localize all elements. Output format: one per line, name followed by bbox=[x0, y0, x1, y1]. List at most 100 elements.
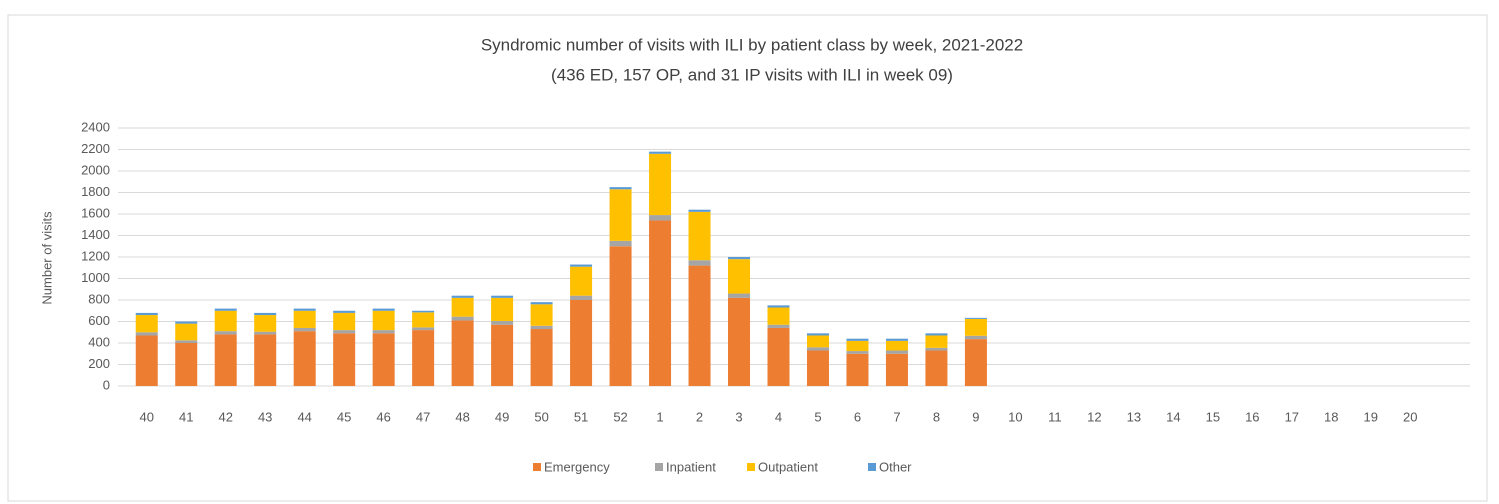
bar-segment bbox=[254, 334, 277, 386]
bar-segment bbox=[135, 335, 158, 386]
bar-segment bbox=[846, 340, 869, 352]
bar-segment bbox=[925, 333, 948, 336]
bar-segment bbox=[333, 310, 356, 313]
x-tick-label: 2 bbox=[696, 409, 703, 424]
y-tick-label: 0 bbox=[103, 377, 110, 392]
bar-segment bbox=[530, 325, 553, 330]
bar-segment bbox=[570, 300, 593, 386]
legend-swatch bbox=[533, 463, 541, 471]
bar-segment bbox=[728, 259, 751, 294]
bar-segment bbox=[964, 339, 987, 386]
legend-label: Outpatient bbox=[758, 459, 818, 474]
bar-segment bbox=[214, 310, 237, 332]
x-tick-label: 51 bbox=[574, 409, 588, 424]
y-axis-label: Number of visits bbox=[39, 211, 54, 305]
bar-segment bbox=[649, 153, 672, 216]
bar-segment bbox=[491, 320, 514, 325]
x-tick-label: 14 bbox=[1166, 409, 1180, 424]
bar-segment bbox=[293, 308, 316, 311]
x-tick-label: 7 bbox=[893, 409, 900, 424]
bar-segment bbox=[609, 240, 632, 247]
x-tick-label: 1 bbox=[656, 409, 663, 424]
bar-segment bbox=[728, 257, 751, 260]
x-tick-label: 41 bbox=[179, 409, 193, 424]
bar-segment bbox=[885, 338, 908, 341]
bar-segment bbox=[530, 329, 553, 386]
legend-label: Other bbox=[879, 459, 912, 474]
legend-swatch bbox=[655, 463, 663, 471]
x-tick-label: 17 bbox=[1285, 409, 1299, 424]
bar-segment bbox=[925, 350, 948, 386]
chart-subtitle: (436 ED, 157 OP, and 31 IP visits with I… bbox=[551, 65, 953, 84]
y-tick-label: 1600 bbox=[81, 205, 110, 220]
bar-segment bbox=[451, 297, 474, 317]
x-tick-label: 15 bbox=[1206, 409, 1220, 424]
bar-segment bbox=[293, 327, 316, 332]
x-tick-label: 16 bbox=[1245, 409, 1259, 424]
bar-segment bbox=[767, 307, 790, 325]
bar-segment bbox=[570, 264, 593, 267]
bar-segment bbox=[570, 266, 593, 296]
bar-segment bbox=[135, 315, 158, 333]
bar-segment bbox=[609, 187, 632, 190]
chart-title: Syndromic number of visits with ILI by p… bbox=[481, 35, 1023, 54]
x-tick-label: 52 bbox=[613, 409, 627, 424]
legend-label: Emergency bbox=[544, 459, 610, 474]
bar-segment bbox=[806, 350, 829, 386]
x-tick-label: 50 bbox=[534, 409, 548, 424]
bar-segment bbox=[175, 321, 198, 324]
bar-segment bbox=[688, 265, 711, 386]
y-tick-label: 1400 bbox=[81, 227, 110, 242]
bar-segment bbox=[412, 310, 435, 313]
y-tick-label: 600 bbox=[88, 313, 110, 328]
x-tick-label: 4 bbox=[775, 409, 782, 424]
bar-segment bbox=[412, 330, 435, 386]
bar-segment bbox=[451, 320, 474, 386]
legend-swatch bbox=[868, 463, 876, 471]
bar-segment bbox=[175, 340, 198, 343]
legend-label: Inpatient bbox=[666, 459, 716, 474]
bar-segment bbox=[135, 312, 158, 316]
bar-segment bbox=[333, 333, 356, 386]
bar-segment bbox=[846, 353, 869, 386]
legend-swatch bbox=[747, 463, 755, 471]
x-tick-label: 48 bbox=[455, 409, 469, 424]
bar-segment bbox=[925, 347, 948, 351]
x-tick-label: 18 bbox=[1324, 409, 1338, 424]
x-tick-label: 42 bbox=[218, 409, 232, 424]
bar-segment bbox=[333, 330, 356, 334]
bar-segment bbox=[570, 295, 593, 300]
bar-segment bbox=[964, 335, 987, 340]
bar-segment bbox=[964, 318, 987, 336]
bar-segment bbox=[214, 308, 237, 311]
bar-segment bbox=[767, 327, 790, 386]
y-tick-label: 200 bbox=[88, 356, 110, 371]
bar-segment bbox=[491, 324, 514, 386]
bar-segment bbox=[846, 351, 869, 354]
bar-segment bbox=[806, 333, 829, 336]
y-tick-label: 2400 bbox=[81, 119, 110, 134]
bar-segment bbox=[609, 189, 632, 241]
y-tick-label: 1000 bbox=[81, 270, 110, 285]
bar-segment bbox=[649, 220, 672, 386]
bar-segment bbox=[412, 312, 435, 328]
bar-segment bbox=[491, 295, 514, 298]
x-tick-label: 44 bbox=[297, 409, 311, 424]
bar-segment bbox=[806, 335, 829, 348]
bar-segment bbox=[293, 331, 316, 386]
bar-segment bbox=[254, 315, 277, 332]
bar-segment bbox=[688, 260, 711, 266]
bar-segment bbox=[451, 316, 474, 321]
bar-segment bbox=[451, 295, 474, 298]
x-tick-label: 45 bbox=[337, 409, 351, 424]
bar-segment bbox=[412, 327, 435, 331]
x-tick-label: 9 bbox=[972, 409, 979, 424]
bar-segment bbox=[214, 331, 237, 335]
bar-segment bbox=[175, 343, 198, 386]
x-tick-label: 8 bbox=[933, 409, 940, 424]
bar-segment bbox=[885, 340, 908, 351]
bar-segment bbox=[372, 308, 395, 311]
y-tick-label: 400 bbox=[88, 334, 110, 349]
bar-segment bbox=[254, 312, 277, 316]
